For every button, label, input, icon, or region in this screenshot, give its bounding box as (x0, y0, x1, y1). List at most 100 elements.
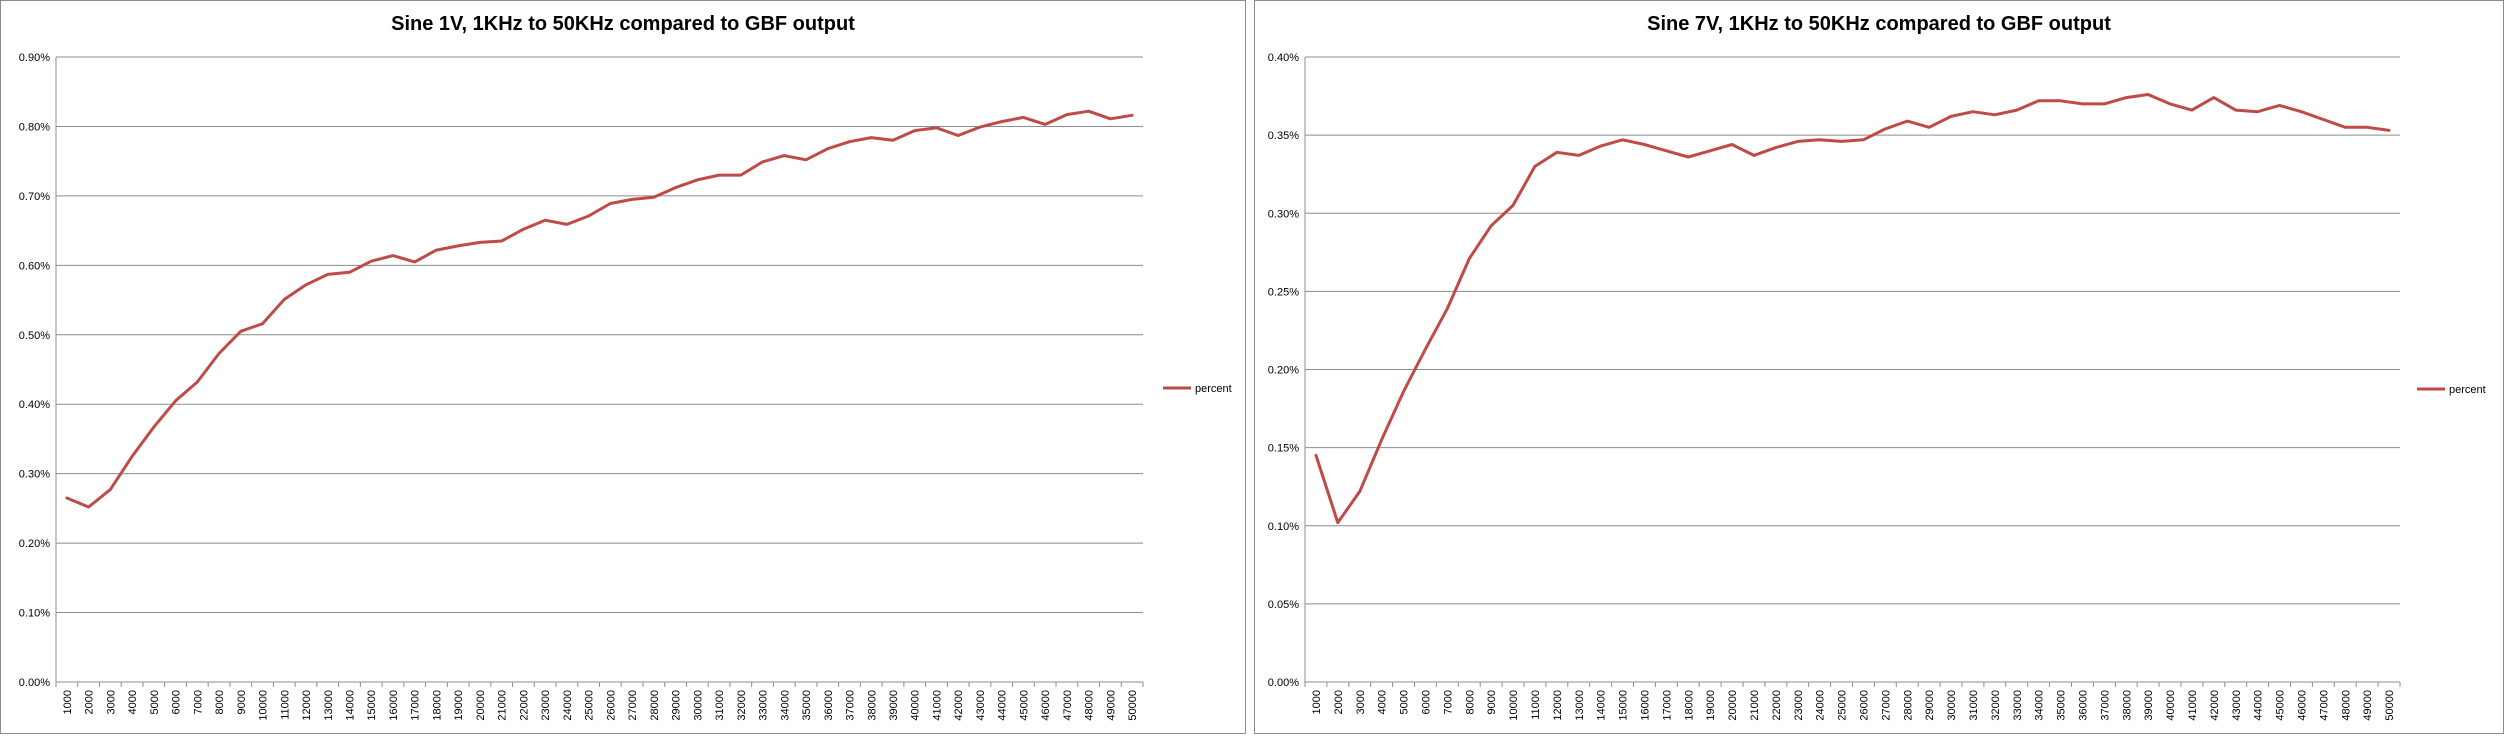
x-tick-label: 15000 (366, 690, 378, 721)
x-tick-label: 6000 (1420, 690, 1432, 714)
data-point (1906, 119, 1909, 123)
x-tick-label: 19000 (1705, 690, 1717, 721)
x-tick-label: 43000 (2231, 690, 2243, 721)
data-point (413, 260, 416, 264)
x-tick-label: 33000 (2012, 690, 2024, 721)
data-point (196, 380, 199, 384)
y-tick-label: 0.20% (1268, 365, 1299, 377)
data-point (696, 178, 699, 182)
data-point (109, 488, 112, 491)
x-tick-label: 12000 (1552, 690, 1564, 721)
data-point (2146, 93, 2150, 96)
data-point (978, 125, 982, 129)
x-tick-label: 39000 (2143, 690, 2155, 721)
data-point (1708, 149, 1712, 152)
data-point (500, 239, 503, 243)
data-point (1730, 143, 1734, 146)
x-tick-label: 3000 (1355, 690, 1367, 714)
y-tick-label: 0.35% (1268, 130, 1299, 142)
x-tick-label: 25000 (584, 690, 596, 721)
series-line-percent (65, 109, 1134, 509)
data-point (652, 196, 656, 199)
x-tick-label: 11000 (1530, 690, 1542, 720)
data-point (674, 186, 677, 189)
x-tick-label: 37000 (845, 690, 857, 721)
x-tick-label: 27000 (1880, 690, 1892, 721)
y-tick-label: 0.05% (1268, 599, 1299, 611)
data-point (1927, 126, 1931, 129)
data-point (1424, 347, 1427, 351)
data-point (2322, 118, 2325, 121)
x-tick-label: 21000 (497, 690, 509, 721)
x-tick-label: 29000 (1924, 690, 1936, 721)
data-point (65, 496, 69, 500)
data-point (1665, 149, 1668, 152)
x-tick-label: 22000 (518, 690, 530, 721)
x-tick-label: 47000 (2318, 690, 2330, 721)
data-point (783, 154, 786, 157)
data-point (2081, 102, 2084, 106)
x-tick-label: 50000 (1127, 690, 1139, 721)
data-point (1993, 113, 1997, 117)
data-point (1314, 454, 1318, 457)
x-tick-label: 24000 (562, 690, 574, 721)
x-tick-label: 22000 (1771, 690, 1783, 721)
data-point (2125, 96, 2128, 99)
chart-title: Sine 1V, 1KHz to 50KHz compared to GBF o… (391, 13, 855, 35)
data-point (1043, 123, 1047, 126)
y-tick-label: 0.00% (19, 677, 50, 689)
x-tick-label: 49000 (1105, 690, 1117, 721)
y-tick-label: 0.60% (19, 260, 50, 272)
data-point (2037, 99, 2040, 102)
x-tick-label: 30000 (1946, 690, 1958, 721)
data-point (283, 298, 286, 301)
x-tick-label: 6000 (171, 690, 183, 714)
x-tick-label: 26000 (605, 690, 617, 721)
data-point (543, 218, 547, 222)
x-tick-label: 35000 (2056, 690, 2068, 721)
data-point (1358, 490, 1361, 493)
data-point (326, 273, 329, 276)
data-point (1577, 154, 1580, 157)
data-point (1643, 143, 1646, 146)
data-point (87, 505, 90, 509)
x-tick-label: 47000 (1062, 690, 1074, 721)
data-point (2190, 108, 2194, 112)
data-point (761, 160, 764, 164)
x-tick-label: 18000 (1683, 690, 1695, 721)
x-tick-label: 7000 (192, 690, 204, 714)
x-tick-label: 41000 (931, 690, 943, 721)
data-point (1402, 390, 1405, 393)
x-tick-label: 20000 (1727, 690, 1739, 721)
data-point (804, 158, 808, 161)
data-point (1687, 155, 1690, 159)
x-tick-label: 17000 (410, 690, 422, 721)
data-point (565, 223, 569, 226)
data-point (1065, 113, 1069, 116)
data-point (891, 139, 895, 142)
x-tick-label: 48000 (2340, 690, 2352, 721)
x-tick-label: 39000 (888, 690, 900, 721)
x-tick-label: 12000 (301, 690, 313, 721)
x-tick-label: 45000 (1018, 690, 1030, 721)
data-point (1621, 138, 1624, 142)
data-point (1336, 521, 1340, 524)
data-point (1840, 140, 1843, 143)
data-point (435, 248, 438, 252)
x-tick-label: 19000 (453, 690, 465, 721)
x-tick-label: 45000 (2275, 690, 2287, 721)
data-point (2278, 104, 2281, 107)
data-point (130, 455, 134, 458)
data-point (1468, 257, 1471, 260)
data-point (456, 244, 460, 248)
chart-title: Sine 7V, 1KHz to 50KHz compared to GBF o… (1647, 13, 2111, 35)
y-tick-label: 0.40% (1268, 52, 1299, 64)
x-tick-label: 17000 (1661, 690, 1673, 721)
y-tick-label: 0.90% (19, 52, 50, 64)
data-point (1511, 204, 1515, 207)
x-tick-label: 36000 (823, 690, 835, 721)
chart-panel-1v: Sine 1V, 1KHz to 50KHz compared to GBF o… (0, 0, 1246, 734)
x-tick-label: 9000 (1486, 690, 1498, 714)
data-point (739, 173, 743, 177)
x-tick-label: 2000 (84, 690, 96, 714)
